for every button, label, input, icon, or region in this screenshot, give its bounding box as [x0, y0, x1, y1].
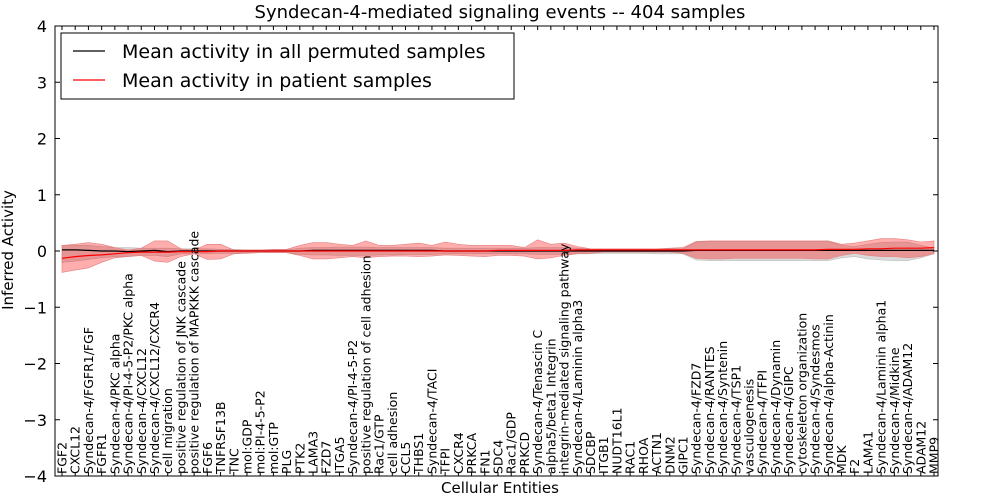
- x-tick-label: CXCL12: [68, 426, 83, 474]
- y-axis-label: Inferred Activity: [0, 190, 17, 310]
- x-tick-label: vasculogenesis: [742, 379, 757, 474]
- x-tick-label: Syndecan-4/TFPI: [755, 370, 770, 474]
- x-tick-label: TFPI: [438, 448, 453, 475]
- x-tick-label: Syndecan-4/CXCL12: [134, 348, 149, 474]
- x-tick-label: MDK: [834, 445, 849, 474]
- x-axis-label: Cellular Entities: [441, 479, 559, 497]
- x-tick-label: SDCBP: [583, 431, 598, 474]
- x-tick-label: F2: [847, 459, 862, 474]
- x-tick-label: DNM2: [662, 436, 677, 474]
- x-tick-label: Syndecan-4/PI-4-5-P2: [345, 340, 360, 474]
- x-tick-label: Rac1/GTP: [372, 414, 387, 474]
- x-tick-label: cell migration: [160, 388, 175, 474]
- y-tick-label: −3: [23, 411, 47, 430]
- y-axis: −4 −3 −2 −1 0 1 2 3 4: [23, 17, 938, 486]
- x-tick-label: ITGB1: [596, 436, 611, 474]
- x-tick-label: ACTN1: [649, 432, 664, 474]
- x-tick-label: CCL5: [398, 442, 413, 474]
- x-tick-label: Syndecan-4/Midkine: [887, 347, 902, 474]
- x-tick-label: Syndecan-4/PI-4-5-P2/PKC alpha: [121, 273, 136, 474]
- x-tick-label: integrin-mediated signaling pathway: [557, 243, 572, 474]
- x-tick-label: Syndecan-4/FZD7: [689, 363, 704, 474]
- x-tick-label: RHOA: [636, 437, 651, 474]
- x-tick-label: Syndecan-4/Syntenin: [715, 341, 730, 474]
- x-tick-label: positive regulation of cell adhesion: [358, 255, 373, 474]
- legend: Mean activity in all permuted samples Me…: [60, 32, 515, 100]
- x-tick-label: CXCR4: [451, 432, 466, 474]
- x-tick-label: LAMA1: [860, 431, 875, 474]
- y-tick-label: 2: [37, 130, 47, 149]
- x-tick-label: Syndecan-4/alpha-Actinin: [821, 314, 836, 474]
- y-tick-label: −4: [23, 467, 47, 486]
- x-tick-label: cytoskeleton organization: [794, 313, 809, 474]
- x-tick-label: Syndecan-4/Laminin alpha3: [570, 300, 585, 474]
- x-tick-label: Rac1/GDP: [504, 412, 519, 474]
- x-tick-label: Syndecan-4/Laminin alpha1: [874, 300, 889, 474]
- x-tick-label: Syndecan-4/ADAM12: [900, 343, 915, 474]
- x-tick-label: positive regulation of MAPKKK cascade: [187, 231, 202, 474]
- x-tick-label: FGFR1: [94, 433, 109, 474]
- x-tick-label: FGF6: [200, 442, 215, 474]
- y-tick-label: 4: [37, 17, 47, 36]
- band-patient: [61, 238, 935, 273]
- x-tick-label: cell adhesion: [385, 392, 400, 474]
- x-tick-label: PTK2: [292, 443, 307, 474]
- y-tick-label: 3: [37, 73, 47, 92]
- x-tick-label: MMP9: [927, 437, 942, 474]
- x-tick-label: Syndecan-4/TSP1: [728, 365, 743, 474]
- chart-title: Syndecan-4-mediated signaling events -- …: [255, 2, 746, 23]
- legend-label-permuted: Mean activity in all permuted samples: [122, 41, 485, 63]
- x-tick-label: NUDT16L1: [609, 407, 624, 474]
- x-tick-label: mol:PI-4-5-P2: [253, 390, 268, 474]
- x-tick-label: Syndecan-4/Tenascin C: [530, 329, 545, 474]
- x-tick-label: Syndecan-4/Dynamin: [768, 340, 783, 474]
- x-tick-label: GIPC1: [676, 436, 691, 474]
- x-tick-label: PRKCD: [517, 432, 532, 474]
- legend-label-patient: Mean activity in patient samples: [122, 70, 432, 92]
- x-tick-label: Syndecan-4/Syndesmos: [808, 324, 823, 474]
- x-tick-label: Syndecan-4/CXCL12/CXCR4: [147, 302, 162, 474]
- y-tick-label: −2: [23, 355, 47, 374]
- x-tick-label: FN1: [477, 450, 492, 475]
- x-tick-label: alpha5/beta1 Integrin: [543, 338, 558, 474]
- x-axis: FGF2CXCL12Syndecan-4/FGFR1/FGFFGFR1Synde…: [55, 26, 942, 476]
- x-tick-label: PLG: [279, 450, 294, 474]
- x-tick-label: Syndecan-4/GIPC: [781, 366, 796, 474]
- x-tick-label: FZD7: [319, 441, 334, 474]
- y-tick-label: 1: [37, 186, 47, 205]
- y-tick-label: −1: [23, 298, 47, 317]
- x-tick-label: ADAM12: [913, 421, 928, 474]
- bands-layer: [61, 238, 935, 273]
- series-line-patient: [61, 247, 935, 259]
- x-tick-label: TNFRSF13B: [213, 402, 228, 475]
- x-tick-label: Syndecan-4/TACI: [424, 369, 439, 474]
- lines-layer: [61, 247, 935, 259]
- x-tick-label: positive regulation of JNK cascade: [173, 261, 188, 474]
- x-tick-label: Syndecan-4/RANTES: [702, 346, 717, 474]
- x-tick-label: Syndecan-4/PKC alpha: [107, 334, 122, 474]
- x-tick-label: THBS1: [411, 433, 426, 475]
- x-tick-label: Syndecan-4/FGFR1/FGF: [81, 327, 96, 474]
- x-tick-label: mol:GTP: [266, 422, 281, 474]
- x-tick-label: RAC1: [623, 441, 638, 474]
- y-tick-label: 0: [37, 242, 47, 261]
- x-tick-label: mol:GDP: [240, 419, 255, 474]
- legend-box: [60, 32, 515, 100]
- x-tick-label: LAMA3: [306, 431, 321, 474]
- x-tick-label: SDC4: [491, 440, 506, 474]
- x-tick-label: PRKCA: [464, 433, 479, 474]
- x-tick-label: FGF2: [55, 442, 70, 474]
- x-tick-label: TNC: [226, 448, 241, 475]
- x-tick-label: ITGA5: [332, 436, 347, 474]
